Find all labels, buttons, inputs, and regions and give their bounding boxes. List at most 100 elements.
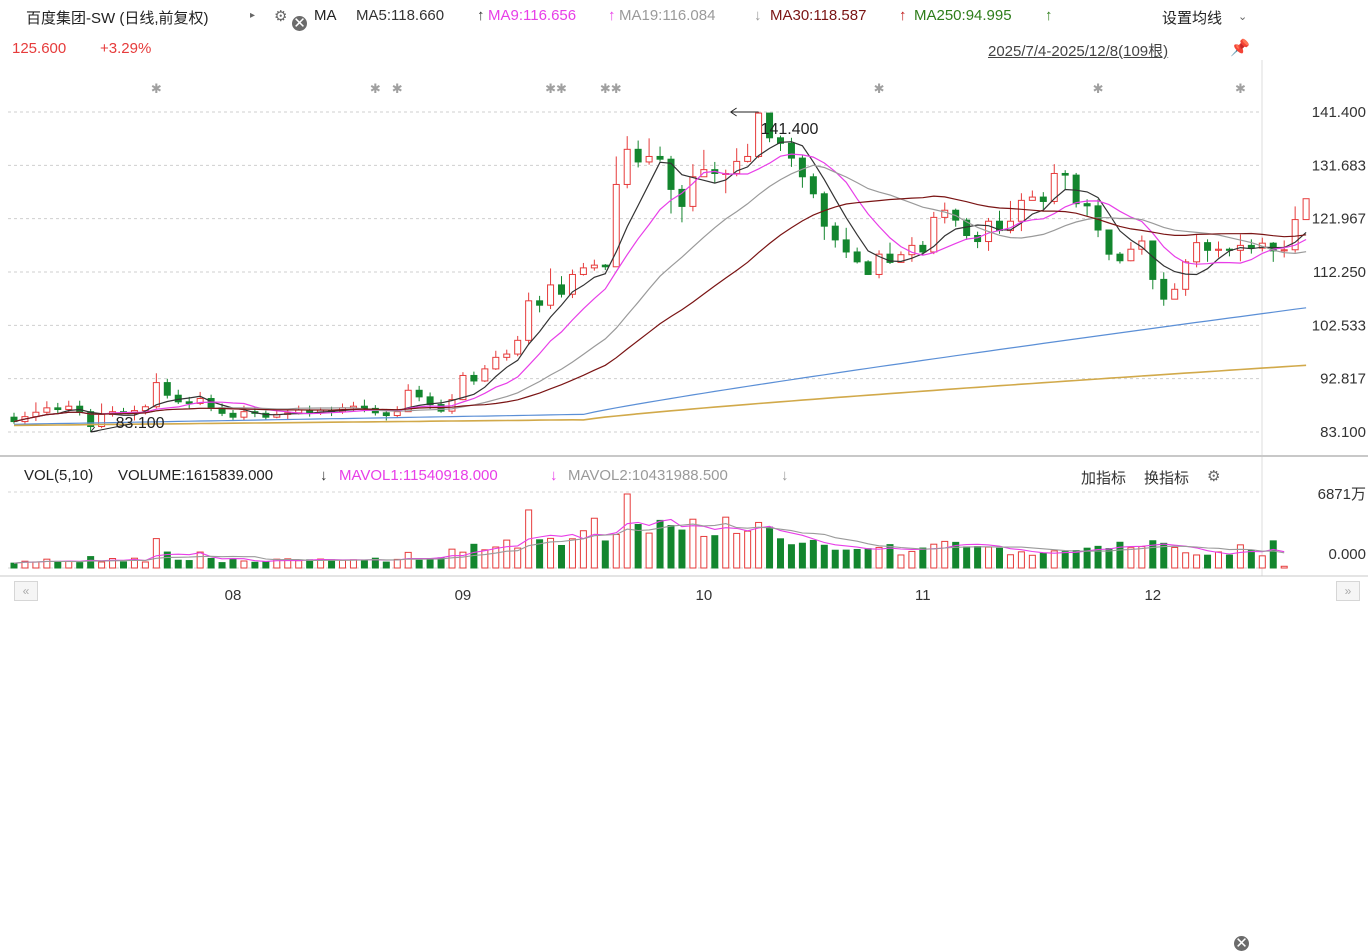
- scroll-right-button[interactable]: »: [1336, 581, 1360, 601]
- volume-bar: [393, 558, 401, 569]
- volume-bars: [10, 493, 1288, 569]
- volume-bar: [339, 559, 346, 569]
- chevron-down-icon[interactable]: ⌄: [1238, 11, 1248, 23]
- candle-body: [163, 382, 171, 396]
- volume-bar: [634, 523, 642, 569]
- x-tick-label: 10: [696, 587, 713, 604]
- mavol1-arrow: ↓: [550, 467, 558, 484]
- event-marker-icon: ✱: [370, 82, 381, 97]
- candle-body: [579, 267, 587, 275]
- candle-body: [1280, 249, 1288, 252]
- price-annotations: 141.400 83.100: [90, 107, 819, 433]
- candle-body: [777, 137, 784, 144]
- date-range[interactable]: 2025/7/4-2025/12/8(109根): [988, 43, 1169, 60]
- volume-bar: [777, 538, 784, 569]
- candle-body: [492, 356, 500, 370]
- volume-bar: [985, 546, 993, 569]
- candle-body: [1127, 248, 1135, 262]
- volume-bar: [1039, 552, 1047, 569]
- volume-bar: [1215, 551, 1222, 569]
- pin-icon[interactable]: 📌: [1230, 40, 1250, 57]
- volume-bar: [875, 546, 883, 569]
- volume-bar: [1028, 554, 1036, 569]
- volume-bar: [908, 550, 916, 569]
- mavol2-value: MAVOL2:10431988.500: [568, 467, 728, 484]
- y-tick-label: 121.967: [1312, 211, 1366, 228]
- candle-body: [152, 382, 160, 408]
- stock-chart[interactable]: ✱ ✱ ✱ ✱ ✱ ✱ ✱ ✱ ✱ ✱ 141.400131.683121.967112.2501…: [0, 0, 1368, 606]
- candle-body: [470, 374, 478, 382]
- volume-bar: [1061, 551, 1069, 569]
- volume-value: VOLUME:1615839.000: [118, 467, 274, 484]
- switch-indicator-button[interactable]: 换指标: [1144, 470, 1190, 487]
- volume-bar: [656, 519, 664, 569]
- volume-bar: [536, 539, 544, 569]
- candle-body: [1105, 229, 1113, 255]
- candle-body: [1182, 261, 1190, 290]
- event-marker-icon: ✱: [392, 82, 403, 97]
- mavol1-value: MAVOL1:11540918.000: [339, 467, 498, 484]
- event-marker-icon: ✱: [545, 82, 556, 97]
- volume-bar: [766, 526, 774, 569]
- candle-body: [360, 405, 368, 409]
- volume-bar: [43, 558, 51, 569]
- expand-arrow-icon[interactable]: ▸: [250, 10, 256, 21]
- volume-bar: [481, 549, 489, 569]
- candle-body: [656, 155, 664, 160]
- volume-bar: [930, 543, 938, 569]
- candle-body: [393, 411, 401, 417]
- candle-body: [1017, 199, 1025, 222]
- volume-bar: [382, 561, 390, 569]
- volume-bar: [240, 560, 248, 569]
- candle-body: [54, 407, 62, 410]
- candle-body: [908, 244, 916, 256]
- candle-body: [43, 407, 51, 413]
- candle-body: [1116, 253, 1124, 262]
- candle-body: [623, 148, 631, 185]
- candle-body: [1215, 248, 1222, 251]
- y-tick-label: 102.533: [1312, 317, 1366, 334]
- high-price-label: 141.400: [761, 121, 819, 138]
- event-markers: ✱ ✱ ✱ ✱ ✱ ✱ ✱ ✱ ✱ ✱: [151, 82, 1246, 97]
- ma30-line: [13, 195, 1307, 423]
- candle-body: [196, 398, 204, 404]
- volume-bar: [853, 548, 861, 569]
- volume-bar: [152, 538, 160, 569]
- candle-body: [426, 396, 434, 406]
- y-axis-labels: 141.400 131.683 121.967 112.250 102.533 92.81…: [1312, 104, 1366, 441]
- add-indicator-button[interactable]: 加指标: [1081, 470, 1127, 487]
- volume-bar: [130, 557, 138, 569]
- gear-icon[interactable]: ⚙: [274, 8, 288, 25]
- ma9-value: MA9:116.656: [488, 7, 577, 24]
- y-tick-label: 83.100: [1320, 424, 1366, 441]
- candle-body: [229, 412, 237, 418]
- volume-bar: [733, 532, 741, 569]
- candle-body: [1072, 174, 1080, 205]
- volume-bar: [196, 551, 204, 569]
- ma250-value: MA250:94.995: [914, 7, 1012, 24]
- candle-body: [864, 261, 872, 275]
- settings-ma-button[interactable]: 设置均线: [1162, 10, 1223, 27]
- volume-arrow: ↓: [320, 467, 328, 484]
- volume-bar: [558, 544, 565, 569]
- candle-body: [481, 368, 489, 382]
- volume-bar: [1171, 546, 1179, 569]
- volume-bar: [1094, 545, 1102, 569]
- volume-bar: [1204, 554, 1212, 569]
- volume-bar: [141, 561, 149, 569]
- candle-body: [65, 405, 73, 410]
- volume-bar: [941, 540, 949, 569]
- volume-bar: [798, 542, 806, 569]
- y-tick-label: 92.817: [1320, 371, 1366, 388]
- gear-icon[interactable]: ⚙: [1207, 468, 1221, 485]
- candle-body: [1160, 278, 1168, 300]
- vol-label: VOL(5,10): [24, 467, 94, 484]
- volume-bar: [1247, 550, 1255, 569]
- volume-bar: [831, 549, 839, 569]
- scroll-left-button[interactable]: «: [14, 581, 38, 601]
- event-marker-icon: ✱: [1235, 82, 1246, 97]
- candle-body: [1204, 242, 1212, 251]
- stock-title[interactable]: 百度集团-SW (日线,前复权): [26, 10, 209, 27]
- event-marker-icon: ✱: [556, 82, 567, 97]
- volume-bar: [667, 525, 675, 569]
